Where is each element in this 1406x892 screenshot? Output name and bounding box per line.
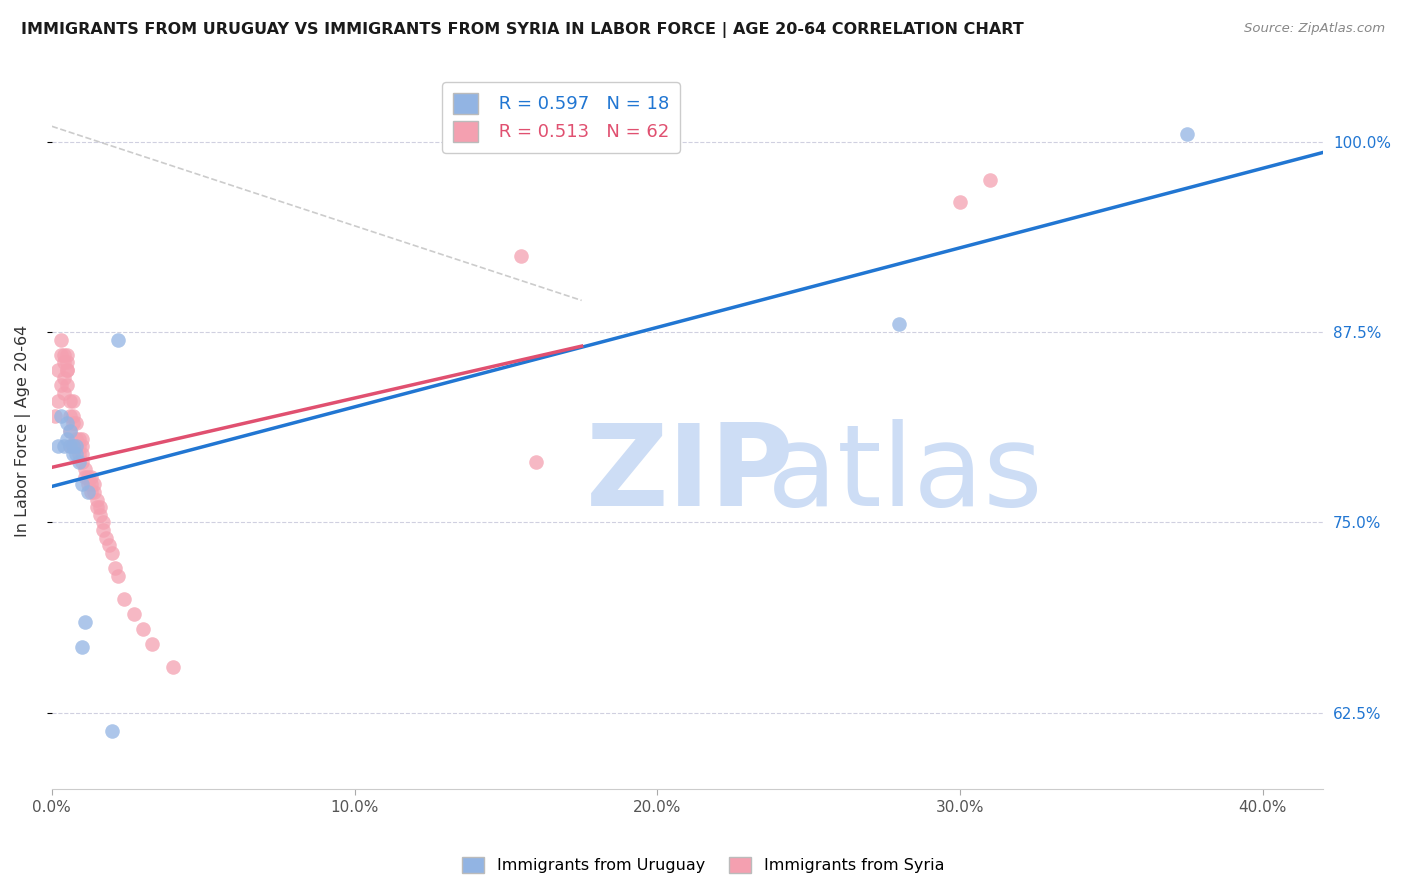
Point (62, 439, 84, 453)
Point (56, 432, 79, 446)
Point (52, 355, 75, 369)
Point (70, 447, 93, 461)
Point (75, 615, 97, 629)
Point (979, 172, 1001, 186)
Point (80, 485, 103, 500)
Point (52, 348, 75, 362)
Point (77, 485, 100, 500)
Point (122, 607, 145, 621)
Text: IMMIGRANTS FROM URUGUAY VS IMMIGRANTS FROM SYRIA IN LABOR FORCE | AGE 20-64 CORR: IMMIGRANTS FROM URUGUAY VS IMMIGRANTS FR… (21, 22, 1024, 38)
Point (1175, 127, 1198, 141)
Point (101, 546, 124, 560)
Point (96, 531, 118, 545)
Point (65, 432, 87, 446)
Point (49, 348, 72, 362)
Point (59, 393, 82, 408)
Point (56, 355, 79, 369)
Point (46, 363, 69, 377)
Point (59, 409, 82, 423)
Point (104, 561, 127, 575)
Point (62, 409, 84, 423)
Point (949, 195, 972, 210)
Y-axis label: In Labor Force | Age 20-64: In Labor Force | Age 20-64 (15, 325, 31, 537)
Point (101, 724, 124, 739)
Point (86, 500, 108, 515)
Point (67, 454, 90, 468)
Point (65, 417, 87, 431)
Point (107, 569, 129, 583)
Point (75, 462, 97, 476)
Point (77, 470, 100, 484)
Point (131, 622, 153, 636)
Point (49, 409, 72, 423)
Point (49, 378, 72, 392)
Point (67, 439, 90, 453)
Point (86, 492, 108, 507)
Point (44, 409, 66, 423)
Point (49, 333, 72, 347)
Point (62, 439, 84, 453)
Point (75, 470, 97, 484)
Point (889, 318, 911, 332)
Point (59, 424, 82, 438)
Text: ZIP: ZIP (586, 418, 794, 530)
Point (83, 477, 105, 491)
Point (98, 538, 121, 552)
Point (70, 477, 93, 491)
Point (65, 439, 87, 453)
Point (56, 417, 79, 431)
Point (62, 417, 84, 431)
Point (59, 439, 82, 453)
Legend:  R = 0.597   N = 18,  R = 0.513   N = 62: R = 0.597 N = 18, R = 0.513 N = 62 (443, 82, 681, 153)
Text: atlas: atlas (586, 418, 1042, 530)
Point (89, 508, 111, 522)
Point (52, 370, 75, 384)
Point (56, 363, 79, 377)
Point (91, 516, 114, 530)
Point (70, 432, 93, 446)
Text: Source: ZipAtlas.com: Source: ZipAtlas.com (1244, 22, 1385, 36)
Point (70, 454, 93, 468)
Point (65, 447, 87, 461)
Point (67, 432, 90, 446)
Point (62, 447, 84, 461)
Point (77, 477, 100, 491)
Point (62, 393, 84, 408)
Point (80, 477, 103, 491)
Point (56, 363, 79, 377)
Point (56, 378, 79, 392)
Point (52, 386, 75, 401)
Point (70, 439, 93, 453)
Point (91, 523, 114, 537)
Point (59, 424, 82, 438)
Point (56, 348, 79, 362)
Point (46, 393, 69, 408)
Point (89, 500, 111, 515)
Point (52, 439, 75, 453)
Point (80, 470, 103, 484)
Point (107, 333, 129, 347)
Legend: Immigrants from Uruguay, Immigrants from Syria: Immigrants from Uruguay, Immigrants from… (456, 850, 950, 880)
Point (162, 660, 184, 674)
Point (114, 591, 136, 606)
Point (70, 640, 93, 655)
Point (141, 637, 163, 651)
Point (59, 439, 82, 453)
Point (67, 447, 90, 461)
Point (65, 439, 87, 453)
Point (46, 439, 69, 453)
Point (83, 485, 105, 500)
Point (510, 249, 533, 263)
Point (524, 454, 547, 468)
